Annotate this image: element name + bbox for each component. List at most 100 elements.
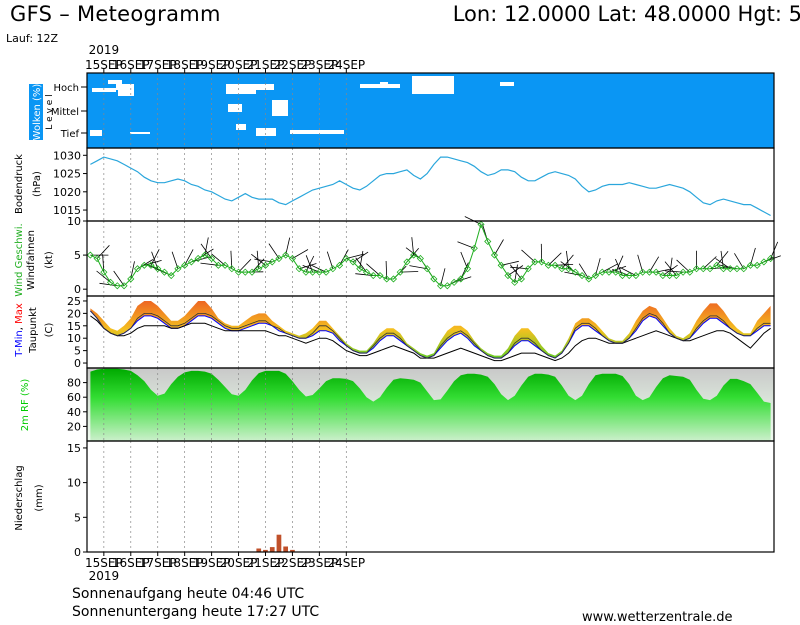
precip-bar xyxy=(256,548,262,552)
wind-speed-point xyxy=(504,271,512,280)
wind-speed-point xyxy=(760,258,768,266)
cloud-patch xyxy=(290,130,344,134)
y-tick-label: 15 xyxy=(67,442,81,455)
cloud-ylabel: Wolken (%) xyxy=(32,84,43,141)
precip-ylabel: Niederschlag xyxy=(14,465,25,530)
cloud-patch xyxy=(228,104,242,112)
wind-speed-point xyxy=(154,265,162,273)
cloud-patch xyxy=(412,76,454,94)
wind-speed-point xyxy=(275,254,283,263)
cloud-patch xyxy=(500,82,514,86)
day-label-bottom: 16SEP xyxy=(112,556,150,570)
wind-barb xyxy=(285,237,291,256)
wind-speed-point xyxy=(160,268,169,276)
wind-speed-point xyxy=(726,265,734,273)
wind-barb xyxy=(355,257,367,273)
wind-speed-point xyxy=(719,265,728,273)
y-tick-label: 5 xyxy=(74,249,81,262)
day-label-top: 23SEP xyxy=(301,58,339,72)
wind-speed-point xyxy=(282,251,290,259)
wind-barb xyxy=(664,261,677,276)
cloud-level-label: Mittel xyxy=(51,107,79,118)
sunset-text: Sonnenuntergang heute 17:27 UTC xyxy=(72,604,320,620)
wind-speed-point xyxy=(389,275,398,283)
y-tick-label: 1020 xyxy=(53,186,81,199)
day-label-bottom: 24SEP xyxy=(327,556,365,570)
wind-speed-point xyxy=(551,261,559,269)
temp-sep: , xyxy=(14,324,25,330)
cloud-patch xyxy=(90,130,102,136)
wind-barb xyxy=(200,243,212,259)
panel-frame xyxy=(86,440,775,553)
y-tick-label: 40 xyxy=(67,406,81,419)
wind-barb xyxy=(460,251,468,269)
wind-speed-point xyxy=(639,268,647,276)
precip-bar xyxy=(290,549,295,552)
cloud-patch xyxy=(256,128,276,136)
y-tick-label: 0 xyxy=(74,283,81,296)
wind-barb xyxy=(507,265,524,276)
wind-speed-point xyxy=(692,265,701,273)
wind-speed-point xyxy=(437,282,445,290)
day-label-top: 18SEP xyxy=(166,58,204,72)
temp-line xyxy=(90,310,771,359)
wind-speed-point xyxy=(645,268,653,276)
wind-speed-point xyxy=(396,268,404,276)
temp-unit: (C) xyxy=(44,323,55,338)
wind-speed-point xyxy=(538,258,546,266)
wind-speed-point xyxy=(524,265,532,273)
wind-barb xyxy=(346,253,364,259)
wind-speed-point xyxy=(558,265,566,273)
cloud-patch xyxy=(130,132,150,134)
wind-barb xyxy=(96,270,111,283)
y-tick-label: 25 xyxy=(67,295,81,308)
wind-speed-point xyxy=(255,265,263,273)
wind-speed-point xyxy=(531,258,539,266)
year-label-bottom: 2019 xyxy=(89,569,120,583)
pressure-line xyxy=(90,156,771,217)
wind-barb xyxy=(602,263,619,273)
dewpoint-ylabel: Taupunkt xyxy=(28,307,39,354)
wind-speed-point xyxy=(571,268,579,276)
day-label-bottom: 22SEP xyxy=(274,556,312,570)
y-tick-label: 10 xyxy=(67,332,81,345)
wind-speed-point xyxy=(288,254,296,263)
wind-speed-point xyxy=(416,254,424,263)
wind-speed-point xyxy=(578,271,586,280)
humidity-area xyxy=(90,368,771,441)
year-label-top: 2019 xyxy=(89,43,120,57)
wind-speed-point xyxy=(362,268,371,276)
wind-speed-point xyxy=(659,271,667,280)
wind-speed-point xyxy=(248,268,256,276)
wind-speed-point xyxy=(349,258,357,266)
panel-frame xyxy=(86,220,775,297)
wind-speed-point xyxy=(140,261,148,269)
wind-speed-point xyxy=(430,275,438,283)
wind-speed-point xyxy=(733,265,741,273)
wind-speed-point xyxy=(443,282,451,290)
wind-speed-point xyxy=(167,271,175,280)
wind-speed-point xyxy=(322,268,330,276)
wind-barb xyxy=(309,264,327,273)
wind-speed-line xyxy=(90,222,771,287)
day-label-top: 20SEP xyxy=(220,58,258,72)
wind-ylabel: Wind Geschwi. xyxy=(14,223,25,296)
cloud-patch xyxy=(108,80,122,84)
wind-speed-point xyxy=(120,282,128,290)
temp-ylabel: T-Min, Max xyxy=(14,303,25,358)
wind-barb xyxy=(171,251,179,269)
wind-speed-point xyxy=(86,251,94,259)
wind-barb xyxy=(292,249,309,259)
tmax-label: Max xyxy=(14,303,25,324)
y-tick-label: 10 xyxy=(67,215,81,228)
wind-speed-point xyxy=(174,265,182,273)
wind-speed-point xyxy=(234,268,243,276)
day-label-top: 22SEP xyxy=(274,58,312,72)
wind-barb xyxy=(440,268,446,286)
day-label-top: 17SEP xyxy=(139,58,177,72)
day-label-bottom: 18SEP xyxy=(166,556,204,570)
day-label-top: 24SEP xyxy=(327,58,365,72)
wind-speed-point xyxy=(565,265,573,273)
wind-speed-point xyxy=(713,261,721,269)
cloud-patch xyxy=(116,84,134,90)
